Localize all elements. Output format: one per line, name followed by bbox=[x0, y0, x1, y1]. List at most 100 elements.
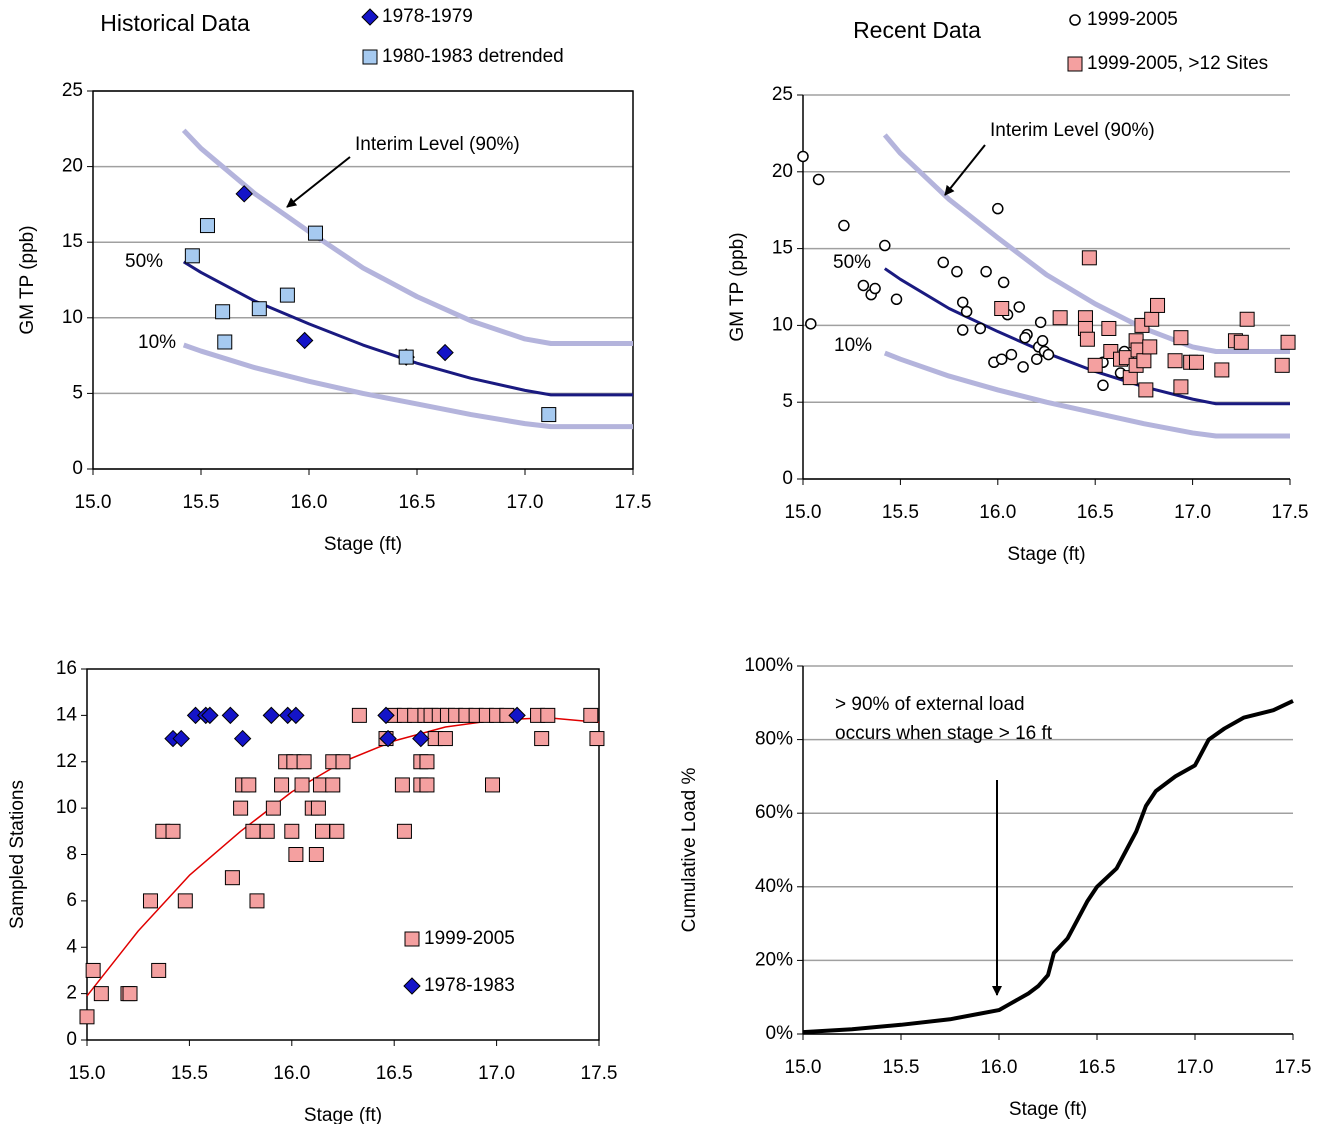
y-tick-label: 16 bbox=[56, 658, 77, 679]
diamond-marker bbox=[377, 706, 395, 725]
diamond-marker bbox=[233, 729, 252, 748]
circle-marker bbox=[1031, 353, 1043, 365]
diamond-marker bbox=[172, 729, 190, 748]
square-marker bbox=[541, 407, 557, 423]
square-marker bbox=[335, 754, 351, 770]
x-tick-label: 17.0 bbox=[478, 1063, 515, 1084]
square-marker bbox=[249, 893, 265, 909]
circle-marker bbox=[1005, 348, 1018, 361]
legend-marker bbox=[362, 49, 378, 65]
square-marker bbox=[294, 777, 310, 793]
plot-frame bbox=[92, 90, 634, 470]
y-tick-label: 80% bbox=[755, 729, 793, 750]
x-tick-label: 17.5 bbox=[1275, 1057, 1312, 1078]
x-tick-label: 17.0 bbox=[1174, 502, 1211, 523]
square-marker bbox=[1081, 250, 1097, 266]
y-tick-label: 8 bbox=[66, 844, 77, 865]
square-marker bbox=[284, 823, 300, 839]
x-tick-label: 17.0 bbox=[507, 492, 544, 513]
square-marker bbox=[122, 986, 138, 1002]
y-tick-label: 5 bbox=[72, 382, 83, 403]
x-tick-label: 17.5 bbox=[615, 492, 652, 513]
square-marker bbox=[396, 823, 412, 839]
circle-marker bbox=[879, 239, 891, 252]
circle-marker bbox=[1013, 301, 1025, 313]
square-marker bbox=[1233, 334, 1249, 350]
y-tick-label: 0 bbox=[66, 1029, 77, 1050]
circle-marker bbox=[869, 282, 881, 295]
square-marker bbox=[245, 823, 261, 839]
circle-marker bbox=[960, 305, 973, 318]
y-axis-title: Cumulative Load % bbox=[679, 768, 700, 933]
x-axis-title: Stage (ft) bbox=[304, 1105, 382, 1124]
diamond-marker bbox=[379, 729, 397, 748]
x-tick-label: 17.5 bbox=[581, 1063, 618, 1084]
legend-label: 1980-1983 detrended bbox=[382, 46, 564, 67]
circle-marker bbox=[1097, 379, 1109, 392]
circle-marker bbox=[951, 265, 963, 278]
x-axis-title: Stage (ft) bbox=[324, 534, 402, 555]
square-marker bbox=[1150, 297, 1166, 313]
square-marker bbox=[308, 847, 324, 862]
x-tick-label: 16.5 bbox=[376, 1063, 413, 1084]
legend-marker bbox=[403, 977, 421, 995]
square-marker bbox=[1280, 334, 1296, 350]
circle-marker bbox=[1019, 331, 1031, 344]
square-marker bbox=[233, 800, 249, 816]
diamond-marker bbox=[508, 706, 526, 725]
square-marker bbox=[419, 777, 435, 793]
square-marker bbox=[1087, 357, 1103, 373]
square-marker bbox=[217, 334, 233, 350]
circle-marker bbox=[997, 276, 1010, 289]
y-tick-label: 15 bbox=[62, 231, 83, 252]
circle-marker bbox=[797, 150, 809, 163]
circle-marker bbox=[974, 322, 987, 335]
x-tick-label: 15.0 bbox=[785, 1057, 822, 1078]
circle-marker bbox=[857, 279, 870, 292]
square-marker bbox=[437, 731, 453, 747]
y-axis-title: GM TP (ppb) bbox=[17, 225, 38, 334]
x-tick-label: 16.0 bbox=[291, 492, 328, 513]
diamond-marker bbox=[262, 706, 281, 725]
x-axis-title: Stage (ft) bbox=[1007, 544, 1085, 565]
series-line bbox=[882, 133, 1290, 355]
square-marker bbox=[79, 1009, 95, 1025]
square-marker bbox=[315, 823, 331, 839]
circle-marker bbox=[1042, 348, 1055, 361]
square-marker bbox=[296, 754, 312, 770]
legend-marker bbox=[404, 931, 420, 947]
diamond-marker bbox=[436, 343, 454, 362]
square-marker bbox=[329, 823, 345, 839]
y-tick-label: 14 bbox=[56, 704, 78, 725]
circle-marker bbox=[1036, 335, 1049, 347]
y-axis-title: Sampled Stations bbox=[7, 780, 28, 929]
series-line bbox=[182, 342, 633, 430]
y-tick-label: 10 bbox=[56, 797, 77, 818]
diamond-marker bbox=[221, 706, 240, 725]
y-tick-label: 60% bbox=[755, 802, 793, 823]
square-marker bbox=[1144, 311, 1160, 327]
annotation-arrow bbox=[944, 144, 986, 196]
annotation: occurs when stage > 16 ft bbox=[835, 723, 1053, 744]
chart-title: Historical Data bbox=[100, 10, 250, 36]
circle-marker bbox=[992, 202, 1004, 215]
square-marker bbox=[85, 962, 101, 978]
series-line bbox=[883, 267, 1290, 406]
y-tick-label: 25 bbox=[62, 80, 83, 101]
y-tick-label: 10 bbox=[62, 307, 83, 328]
square-marker bbox=[265, 800, 281, 816]
circle-marker bbox=[890, 293, 903, 306]
square-marker bbox=[394, 777, 410, 793]
curve-label: 10% bbox=[138, 332, 176, 353]
square-marker bbox=[1142, 339, 1158, 355]
square-marker bbox=[1138, 382, 1154, 398]
circle-marker bbox=[838, 219, 850, 232]
square-marker bbox=[1214, 362, 1230, 378]
x-tick-label: 17.0 bbox=[1177, 1057, 1214, 1078]
series-line bbox=[883, 350, 1290, 439]
y-tick-label: 25 bbox=[772, 84, 793, 105]
circle-marker bbox=[1034, 316, 1047, 329]
x-tick-label: 15.0 bbox=[785, 502, 822, 523]
legend-label: 1978-1979 bbox=[382, 6, 473, 27]
